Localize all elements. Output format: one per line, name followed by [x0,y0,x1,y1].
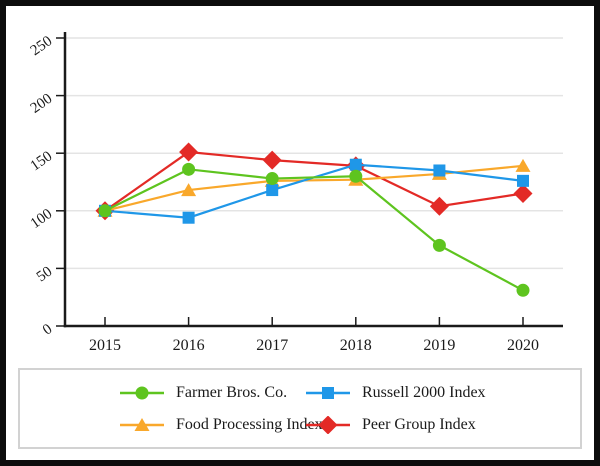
y-axis-labels: 0 50 100 150 200 250 [28,33,56,338]
russell-2000-square-icon [306,384,350,402]
farmer-bros-circle-icon [120,384,164,402]
legend-item-farmer-bros: Farmer Bros. Co. [120,382,306,404]
chart-legend: Farmer Bros. Co. Russell 2000 Index Food… [18,368,582,449]
svg-text:2019: 2019 [423,337,455,354]
svg-text:50: 50 [34,264,55,286]
x-axis-labels: 2015 2016 2017 2018 2019 2020 [89,337,539,354]
axes [56,32,563,328]
svg-text:2016: 2016 [173,337,205,354]
svg-text:0: 0 [40,321,55,338]
food-processing-triangle-icon [120,416,164,434]
legend-label-russell-2000: Russell 2000 Index [362,383,486,401]
svg-text:2018: 2018 [340,337,372,354]
legend-item-russell-2000: Russell 2000 Index [306,382,486,404]
stock-performance-chart: 0 50 100 150 200 250 2015 2016 2017 2018 2019 2020 [28,32,563,354]
series-food-processing-index [97,158,531,217]
series-peer-group-index [95,142,533,221]
legend-label-peer-group: Peer Group Index [362,415,476,433]
svg-text:200: 200 [28,91,56,117]
legend-label-food-processing: Food Processing Index [176,415,323,433]
svg-text:150: 150 [28,148,56,174]
svg-text:250: 250 [28,33,56,59]
svg-text:2015: 2015 [89,337,121,354]
svg-text:100: 100 [28,206,56,232]
svg-text:2020: 2020 [507,337,539,354]
legend-label-farmer-bros: Farmer Bros. Co. [176,383,288,401]
legend-item-food-processing: Food Processing Index [120,414,323,436]
legend-item-peer-group: Peer Group Index [306,414,486,436]
svg-text:2017: 2017 [256,337,288,354]
y-gridlines [65,37,563,270]
series-farmer-bros-co [98,162,530,297]
peer-group-diamond-icon [306,415,350,434]
